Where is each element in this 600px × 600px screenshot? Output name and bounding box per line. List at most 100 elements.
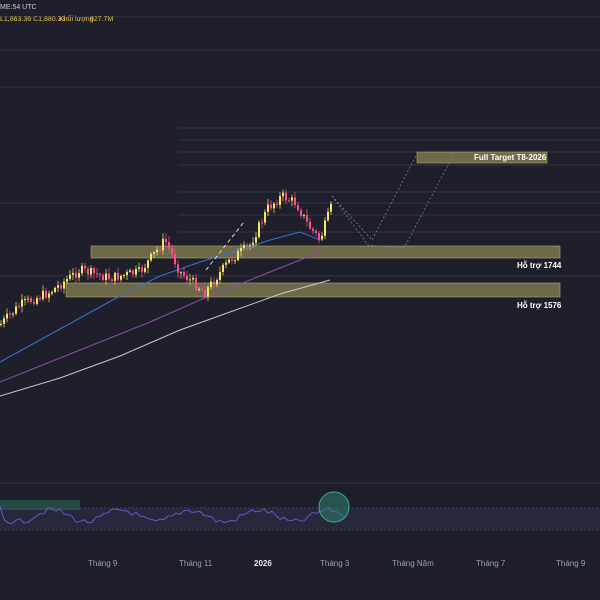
candle — [159, 245, 161, 254]
candle — [81, 263, 83, 276]
candle-body — [309, 221, 311, 229]
candle-body — [297, 205, 299, 211]
candle — [162, 233, 164, 255]
candle — [72, 268, 74, 280]
candle — [195, 273, 197, 292]
candle — [156, 246, 158, 256]
candle-body — [264, 211, 266, 223]
candle-body — [3, 318, 5, 324]
candle-body — [207, 287, 209, 297]
candle — [132, 268, 134, 278]
candle-body — [27, 298, 29, 300]
candle-body — [57, 285, 59, 288]
candle — [27, 295, 29, 303]
candle-body — [183, 272, 185, 276]
candle-body — [273, 203, 275, 209]
candle-body — [48, 293, 50, 298]
candle-body — [60, 285, 62, 289]
candle-body — [81, 265, 83, 274]
candle-body — [240, 248, 242, 252]
candle-body — [153, 252, 155, 254]
candle — [123, 273, 125, 279]
projection-path — [205, 151, 456, 271]
candle-body — [12, 313, 14, 315]
candle — [330, 201, 332, 215]
candle-body — [192, 277, 194, 280]
candle-body — [93, 268, 95, 274]
candle — [297, 201, 299, 212]
candle — [300, 207, 302, 219]
candle — [324, 216, 326, 240]
candle-body — [108, 273, 110, 280]
candle-body — [315, 230, 317, 234]
candle — [135, 265, 137, 278]
candle-body — [189, 279, 191, 281]
header-price: L1,863.36 C1,880.33 — [0, 16, 65, 23]
candle-body — [165, 238, 167, 243]
x-axis-label: Tháng 11 — [179, 559, 213, 568]
candle — [45, 287, 47, 300]
candle — [99, 272, 101, 280]
candles — [0, 189, 332, 328]
candle — [270, 200, 272, 211]
candle-body — [36, 298, 38, 304]
candle-body — [258, 222, 260, 238]
support-1744-label: Hỗ trợ 1744 — [517, 261, 562, 270]
trend-arrow-line — [205, 221, 245, 271]
projection-scenario-b — [331, 151, 419, 241]
candle — [234, 258, 236, 264]
candle — [321, 232, 323, 241]
candle-body — [246, 244, 248, 246]
candle — [327, 207, 329, 222]
candle — [60, 282, 62, 292]
target-zone-label: Full Target T8-2026 — [474, 153, 547, 162]
candle-body — [33, 301, 35, 304]
candle-body — [30, 298, 32, 302]
candle — [198, 287, 200, 292]
ma-purple-line — [0, 251, 321, 383]
candle-body — [63, 281, 65, 289]
candle — [138, 262, 140, 273]
candle-body — [141, 267, 143, 272]
x-axis-label: Tháng 3 — [320, 559, 350, 568]
candle — [207, 285, 209, 301]
candle-body — [255, 237, 257, 243]
candle-body — [180, 272, 182, 274]
candle — [48, 290, 50, 303]
support-1576-label: Hỗ trợ 1576 — [517, 301, 562, 310]
candle — [243, 241, 245, 251]
candle-body — [324, 220, 326, 236]
candle — [294, 191, 296, 209]
rsi-overbought-fill — [0, 500, 80, 510]
candle-body — [327, 211, 329, 221]
candle-body — [261, 222, 263, 224]
candle — [168, 236, 170, 254]
candle-body — [135, 268, 137, 275]
candle — [171, 244, 173, 259]
candle-body — [102, 275, 104, 281]
candle — [141, 264, 143, 278]
candle — [147, 258, 149, 274]
candle-body — [111, 279, 113, 281]
candle-body — [228, 259, 230, 263]
candle — [291, 194, 293, 207]
x-axis-label: Tháng 7 — [476, 559, 506, 568]
candle — [54, 286, 56, 294]
candle-body — [303, 215, 305, 217]
candle — [18, 302, 20, 309]
candle — [15, 301, 17, 316]
support-1576-zone — [65, 282, 561, 298]
candle — [66, 275, 68, 285]
candle-body — [18, 306, 20, 308]
candle-body — [222, 264, 224, 272]
candle — [273, 202, 275, 213]
x-axis: Tháng 9 Tháng 11 2026 Tháng 3 Tháng Năm … — [88, 559, 586, 568]
candle-body — [24, 299, 26, 301]
candle — [246, 242, 248, 251]
candle-body — [45, 290, 47, 298]
candle — [303, 213, 305, 219]
candle — [33, 298, 35, 306]
candle-body — [0, 323, 2, 325]
